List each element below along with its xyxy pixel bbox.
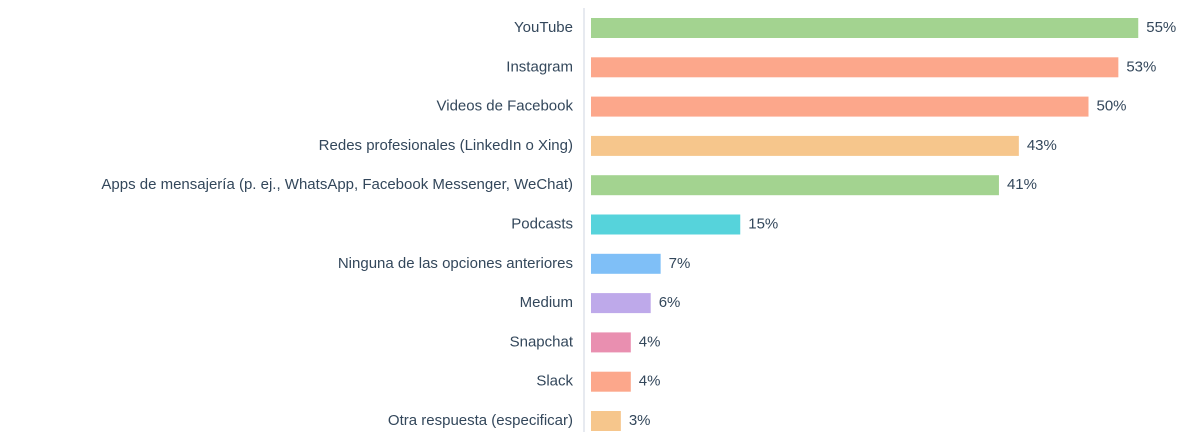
- value-label: 7%: [669, 255, 691, 272]
- category-label: Apps de mensajería (p. ej., WhatsApp, Fa…: [101, 176, 573, 193]
- bar: [591, 135, 1019, 156]
- category-label: Medium: [520, 294, 573, 311]
- bar: [591, 214, 741, 235]
- bar: [591, 293, 651, 314]
- bar: [591, 371, 631, 392]
- bar: [591, 175, 999, 196]
- category-label: Otra respuesta (especificar): [388, 412, 573, 429]
- category-label: Snapchat: [510, 333, 574, 350]
- value-label: 15%: [748, 215, 778, 232]
- category-label: Ninguna de las opciones anteriores: [338, 255, 573, 272]
- value-label: 43%: [1027, 137, 1057, 154]
- bar: [591, 411, 621, 431]
- category-label: Podcasts: [511, 215, 573, 232]
- bar: [591, 18, 1139, 38]
- bar: [591, 57, 1119, 78]
- bar: [591, 96, 1089, 117]
- value-label: 41%: [1007, 176, 1037, 193]
- category-label: YouTube: [514, 19, 573, 36]
- category-label: Instagram: [506, 58, 573, 75]
- value-label: 6%: [659, 294, 681, 311]
- value-label: 50%: [1097, 98, 1127, 115]
- category-label: Slack: [536, 373, 573, 390]
- bar: [591, 332, 631, 353]
- value-label: 3%: [629, 412, 651, 429]
- category-label: Redes profesionales (LinkedIn o Xing): [319, 137, 573, 154]
- category-label: Videos de Facebook: [437, 98, 574, 115]
- value-label: 53%: [1126, 58, 1156, 75]
- value-label: 55%: [1146, 19, 1176, 36]
- bar: [591, 253, 661, 274]
- value-label: 4%: [639, 373, 661, 390]
- value-label: 4%: [639, 333, 661, 350]
